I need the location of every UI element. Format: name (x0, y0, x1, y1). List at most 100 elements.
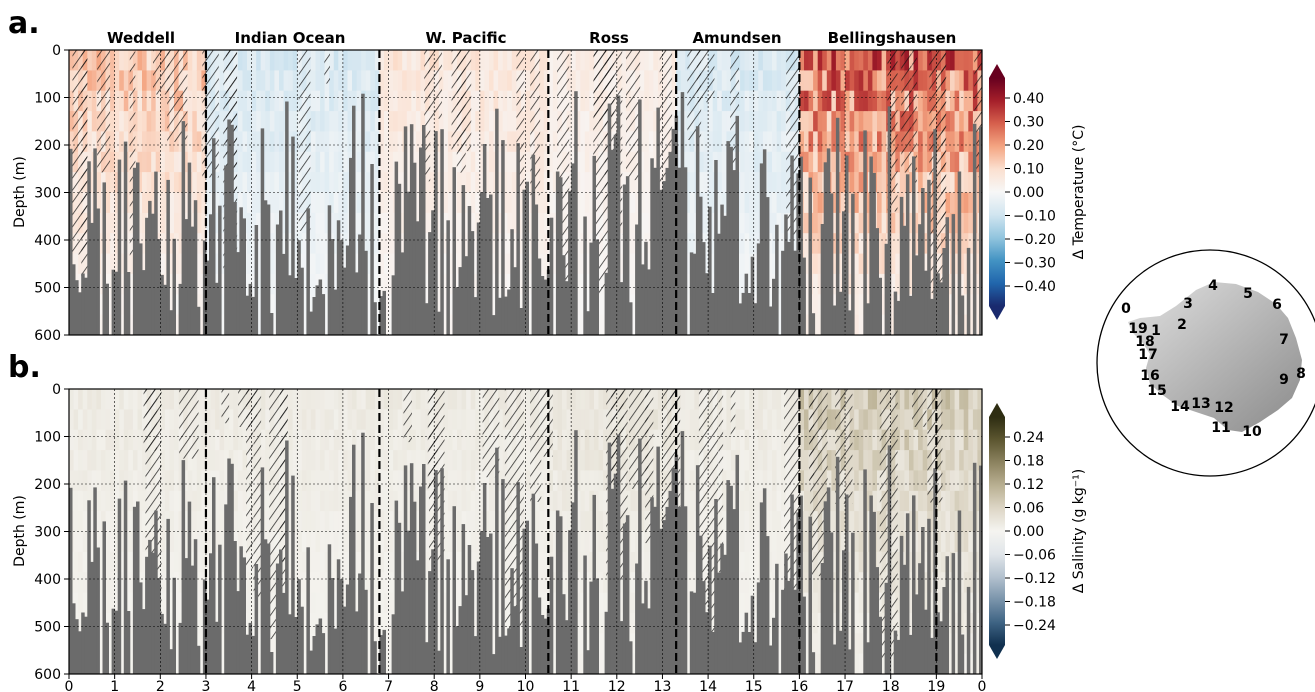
anomaly-cell (96, 389, 102, 410)
anomaly-cell (580, 314, 586, 335)
anomaly-cell (895, 233, 901, 255)
anomaly-cell (183, 490, 189, 512)
anomaly-cell (374, 551, 381, 573)
anomaly-cell (269, 273, 276, 295)
anomaly-cell (315, 131, 321, 153)
anomaly-cell (338, 389, 344, 410)
bathymetry-column (227, 119, 231, 335)
anomaly-cell (580, 192, 586, 214)
anomaly-cell (251, 172, 257, 194)
anomaly-cell (114, 212, 120, 234)
anomaly-cell (457, 253, 463, 275)
anomaly-cell (101, 429, 107, 451)
anomaly-cell (744, 70, 750, 92)
anomaly-cell (178, 490, 184, 512)
anomaly-cell (338, 511, 344, 533)
anomaly-cell (374, 470, 381, 492)
anomaly-cell (726, 90, 732, 112)
anomaly-cell (717, 111, 723, 133)
anomaly-cell (128, 551, 134, 573)
anomaly-cell (406, 450, 412, 472)
bathymetry-column (379, 296, 383, 335)
anomaly-cell (703, 172, 709, 194)
anomaly-cell (310, 470, 317, 492)
anomaly-cell (411, 151, 417, 173)
anomaly-cell (384, 653, 390, 674)
anomaly-cell (251, 111, 257, 133)
anomaly-cell (137, 470, 143, 492)
anomaly-cell (169, 409, 175, 431)
anomaly-cell (776, 50, 782, 71)
anomaly-cell (466, 389, 472, 410)
anomaly-cell (877, 111, 883, 133)
anomaly-cell (219, 70, 225, 92)
anomaly-cell (292, 429, 298, 451)
anomaly-cell (758, 70, 764, 92)
anomaly-cell (342, 90, 349, 112)
anomaly-cell (251, 273, 257, 295)
anomaly-cell (881, 111, 887, 133)
anomaly-cell (854, 90, 860, 112)
anomaly-cell (721, 172, 727, 194)
bathymetry-column (236, 252, 240, 335)
anomaly-cell (758, 151, 764, 173)
anomaly-cell (187, 111, 193, 133)
anomaly-cell (137, 192, 143, 214)
anomaly-cell (292, 111, 298, 133)
anomaly-cell (817, 111, 823, 133)
anomaly-cell (174, 273, 180, 295)
significance-hatch (912, 50, 917, 188)
anomaly-cell (452, 409, 458, 431)
anomaly-cell (379, 511, 385, 533)
anomaly-cell (174, 192, 180, 214)
anomaly-cell (525, 409, 531, 431)
anomaly-cell (169, 450, 175, 472)
anomaly-cell (447, 429, 454, 451)
anomaly-cell (187, 470, 193, 492)
bathymetry-column (750, 256, 755, 335)
anomaly-cell (128, 409, 134, 431)
anomaly-cell (594, 511, 600, 533)
anomaly-cell (881, 50, 887, 71)
anomaly-cell (420, 429, 426, 451)
anomaly-cell (813, 131, 819, 153)
anomaly-cell (954, 70, 960, 92)
anomaly-cell (78, 612, 84, 634)
anomaly-cell (333, 409, 339, 431)
anomaly-cell (105, 490, 111, 512)
bathymetry-column (333, 289, 338, 335)
anomaly-cell (543, 253, 549, 275)
anomaly-cell (297, 429, 303, 451)
bathymetry-column (285, 101, 289, 335)
anomaly-cell (954, 212, 960, 234)
anomaly-cell (101, 409, 107, 431)
anomaly-cell (187, 50, 193, 71)
anomaly-cell (954, 50, 960, 71)
anomaly-cell (817, 253, 823, 275)
anomaly-cell (895, 192, 901, 214)
anomaly-cell (817, 70, 823, 92)
anomaly-cell (329, 531, 335, 553)
anomaly-cell (110, 531, 116, 553)
anomaly-cell (356, 172, 362, 194)
anomaly-cell (201, 531, 207, 553)
anomaly-cell (543, 490, 549, 512)
anomaly-cell (954, 172, 960, 194)
anomaly-cell (338, 551, 344, 573)
anomaly-cell (178, 470, 184, 492)
y-tick-label: 100 (34, 91, 61, 107)
anomaly-cell (470, 551, 476, 573)
anomaly-cell (146, 131, 152, 153)
anomaly-cell (183, 172, 189, 194)
region-label-indian-ocean: Indian Ocean (235, 29, 346, 47)
anomaly-cell (374, 389, 381, 410)
anomaly-cell (196, 592, 202, 614)
anomaly-cell (105, 212, 111, 234)
anomaly-cell (511, 233, 517, 255)
anomaly-cell (411, 90, 417, 112)
anomaly-cell (279, 70, 285, 92)
bathymetry-column (784, 214, 788, 335)
anomaly-cell (342, 192, 349, 214)
anomaly-cell (425, 551, 431, 573)
anomaly-cell (356, 389, 362, 410)
